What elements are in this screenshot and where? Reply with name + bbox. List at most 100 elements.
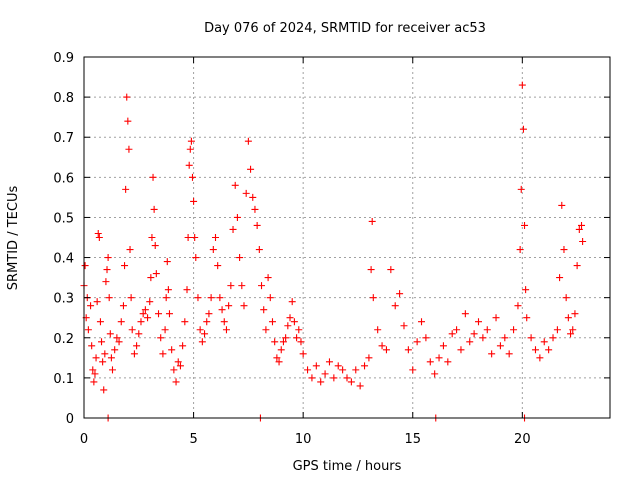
data-point	[148, 234, 156, 241]
data-point	[339, 366, 347, 374]
data-point	[527, 334, 535, 342]
data-point	[146, 298, 154, 306]
data-point	[521, 221, 529, 229]
data-point	[553, 326, 561, 334]
x-tick-label: 0	[80, 432, 88, 447]
data-point	[308, 374, 316, 382]
data-point	[126, 246, 134, 254]
data-point	[330, 374, 338, 382]
data-point	[151, 242, 159, 250]
data-point	[365, 354, 373, 362]
data-point	[475, 318, 482, 326]
data-point	[466, 338, 474, 346]
data-point	[181, 318, 189, 326]
data-point	[105, 294, 113, 302]
data-point	[409, 366, 417, 374]
data-point	[352, 366, 360, 374]
data-point	[106, 330, 114, 338]
data-point	[531, 346, 539, 354]
data-point	[93, 298, 101, 306]
data-point	[94, 229, 102, 237]
data-point	[216, 294, 224, 302]
data-point	[325, 358, 333, 366]
data-point	[207, 294, 215, 302]
data-point	[299, 350, 307, 358]
data-point	[374, 326, 382, 334]
data-point	[209, 246, 217, 254]
data-point	[168, 346, 176, 354]
data-point	[260, 306, 268, 314]
data-point	[404, 346, 412, 354]
data-point	[161, 326, 169, 334]
data-point	[439, 342, 447, 350]
data-point	[321, 370, 329, 378]
data-point	[238, 282, 246, 290]
data-point	[361, 362, 369, 370]
data-point	[479, 334, 487, 342]
data-point	[562, 294, 570, 302]
data-point	[558, 201, 566, 209]
data-point	[190, 197, 198, 205]
data-point	[149, 173, 157, 181]
data-point	[275, 358, 283, 366]
data-point	[567, 330, 575, 338]
data-point	[284, 322, 292, 330]
data-point	[95, 234, 103, 241]
data-point	[152, 270, 160, 278]
data-point	[127, 294, 135, 302]
data-point	[253, 221, 261, 229]
data-point	[277, 346, 285, 354]
data-point	[91, 370, 99, 378]
data-point	[115, 338, 123, 346]
chart-title: Day 076 of 2024, SRMTID for receiver ac5…	[204, 21, 486, 36]
data-point	[236, 254, 244, 262]
data-point	[453, 326, 461, 334]
x-tick-label: 20	[514, 432, 531, 447]
data-point	[125, 145, 133, 153]
data-point	[135, 330, 143, 338]
data-point	[108, 366, 116, 374]
data-point	[179, 342, 187, 350]
data-point	[564, 314, 572, 322]
data-point	[84, 326, 92, 334]
data-point	[247, 165, 255, 173]
data-point	[470, 330, 478, 338]
data-point	[96, 318, 104, 326]
data-point	[418, 318, 426, 326]
data-points	[80, 81, 587, 422]
data-point	[295, 326, 303, 334]
y-tick-label: 0.1	[53, 372, 74, 387]
data-point	[556, 274, 564, 282]
data-point	[121, 262, 129, 270]
data-point	[505, 350, 513, 358]
data-point	[194, 294, 202, 302]
data-point	[369, 294, 377, 302]
data-point	[356, 382, 364, 390]
data-point	[382, 346, 390, 354]
y-tick-label: 0.8	[53, 91, 74, 106]
data-point	[536, 354, 544, 362]
data-point	[187, 137, 195, 145]
data-point	[188, 173, 196, 181]
data-point	[203, 318, 211, 326]
data-point	[496, 342, 504, 350]
data-point	[170, 366, 178, 374]
data-point	[317, 378, 325, 386]
data-point	[387, 266, 395, 274]
data-point	[288, 298, 296, 306]
data-point	[549, 334, 557, 342]
data-point	[249, 193, 257, 201]
data-point	[111, 346, 119, 354]
data-point	[579, 238, 587, 246]
data-point	[89, 366, 97, 374]
data-point	[198, 338, 206, 346]
data-point	[220, 318, 228, 326]
data-point	[117, 318, 125, 326]
data-point	[185, 161, 193, 169]
y-tick-label: 0.7	[53, 131, 74, 146]
data-point	[545, 346, 553, 354]
data-point	[560, 246, 568, 254]
x-axis-label: GPS time / hours	[293, 459, 402, 474]
data-point	[343, 374, 351, 382]
data-point	[101, 350, 109, 358]
